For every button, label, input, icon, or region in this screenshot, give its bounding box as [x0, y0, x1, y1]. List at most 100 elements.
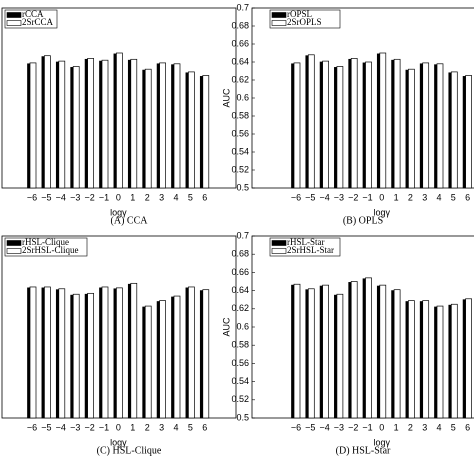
- x-tick-label: −6: [27, 192, 37, 202]
- bar: [408, 68, 415, 189]
- x-tick-label: 1: [394, 192, 399, 202]
- bar: [434, 64, 438, 189]
- legend-swatch: [6, 248, 22, 254]
- bar: [293, 283, 301, 419]
- bar: [436, 305, 444, 419]
- legend-box: [4, 237, 88, 257]
- bar: [448, 304, 452, 419]
- bar: [199, 76, 204, 189]
- caption: (D) HSL-Star: [336, 445, 391, 456]
- x-tick-label: 1: [130, 192, 135, 202]
- x-tick-label: 4: [436, 192, 441, 202]
- bar: [336, 293, 344, 419]
- bar: [29, 62, 37, 189]
- y-tick-label: 0.6: [236, 92, 249, 102]
- bar: [173, 295, 181, 419]
- bar: [185, 72, 189, 189]
- legend-swatch: [6, 240, 22, 246]
- legend-label: rHSL-Star: [287, 237, 325, 247]
- x-tick-label: 6: [202, 192, 207, 202]
- bar: [156, 63, 160, 189]
- bar: [70, 67, 74, 189]
- x-tick-label: −3: [70, 422, 80, 432]
- x-tick-label: −2: [84, 422, 94, 432]
- bar: [144, 305, 152, 419]
- bar: [350, 281, 358, 419]
- legend-label: 2SrOPLS: [287, 17, 322, 27]
- bar: [362, 62, 366, 189]
- bar: [379, 284, 387, 419]
- x-tick-label: −5: [305, 192, 315, 202]
- x-tick-label: 5: [188, 192, 193, 202]
- bar: [319, 61, 323, 189]
- bar: [188, 71, 195, 189]
- y-tick-label: 0.66: [231, 267, 249, 277]
- x-tick-label: −2: [348, 422, 358, 432]
- bar: [116, 52, 123, 189]
- bar: [322, 60, 329, 189]
- bar: [29, 286, 37, 419]
- x-tick-label: −1: [99, 192, 109, 202]
- bar: [362, 278, 366, 419]
- y-tick-label: 0.54: [231, 146, 249, 156]
- x-tick-label: −5: [41, 422, 51, 432]
- bar: [130, 282, 138, 419]
- y-tick-label: 0.52: [231, 394, 249, 404]
- y-tick-label: 0.56: [231, 358, 249, 368]
- bar: [365, 277, 372, 419]
- x-tick-label: 6: [465, 192, 470, 202]
- y-tick-label: 0.62: [231, 303, 249, 313]
- bar: [393, 289, 401, 419]
- bar: [305, 55, 309, 189]
- bar: [113, 53, 117, 189]
- y-tick-label: 0.6: [236, 321, 249, 331]
- x-tick-label: 1: [394, 422, 399, 432]
- bar: [41, 287, 45, 419]
- bar: [70, 294, 74, 419]
- x-tick-label: −3: [334, 192, 344, 202]
- bar: [376, 285, 381, 419]
- bar: [58, 288, 66, 419]
- bar: [87, 58, 94, 189]
- bar: [144, 68, 152, 189]
- legend-swatch: [6, 20, 22, 26]
- x-axis-label: logγ: [374, 207, 391, 217]
- x-tick-label: 2: [145, 422, 150, 432]
- x-tick-label: 3: [422, 422, 427, 432]
- y-tick-label: 0.58: [231, 340, 249, 350]
- bar: [72, 66, 80, 189]
- x-tick-label: 0: [116, 192, 121, 202]
- x-tick-label: 4: [436, 422, 441, 432]
- x-tick-label: −4: [56, 192, 66, 202]
- bar: [307, 288, 315, 419]
- bar: [142, 306, 146, 419]
- caption: (B) OPLS: [343, 215, 383, 226]
- caption: (C) HSL-Clique: [97, 445, 162, 456]
- x-tick-label: 4: [173, 422, 178, 432]
- bar: [116, 287, 123, 419]
- x-tick-label: −1: [362, 422, 372, 432]
- bar: [142, 69, 146, 189]
- y-axis-label: AUC: [221, 88, 231, 108]
- x-axis-label: logγ: [110, 437, 127, 447]
- bar: [450, 303, 458, 419]
- caption: (A) CCA: [111, 215, 149, 226]
- x-tick-label: −5: [41, 192, 51, 202]
- y-tick-label: 0.62: [231, 74, 249, 84]
- bar: [465, 298, 472, 419]
- x-tick-label: −1: [362, 192, 372, 202]
- bar: [291, 284, 295, 419]
- bar: [27, 63, 31, 189]
- x-tick-label: 1: [130, 422, 135, 432]
- bar: [350, 58, 358, 189]
- bar: [334, 294, 338, 419]
- bar: [101, 59, 109, 189]
- bar: [307, 54, 315, 189]
- bar: [44, 286, 51, 419]
- x-tick-label: 3: [159, 422, 164, 432]
- bar: [422, 62, 430, 189]
- y-tick-label: 0.54: [231, 376, 249, 386]
- legend-swatch: [6, 12, 22, 18]
- legend-label: 2SrCCA: [22, 17, 54, 27]
- legend-box: [269, 237, 341, 257]
